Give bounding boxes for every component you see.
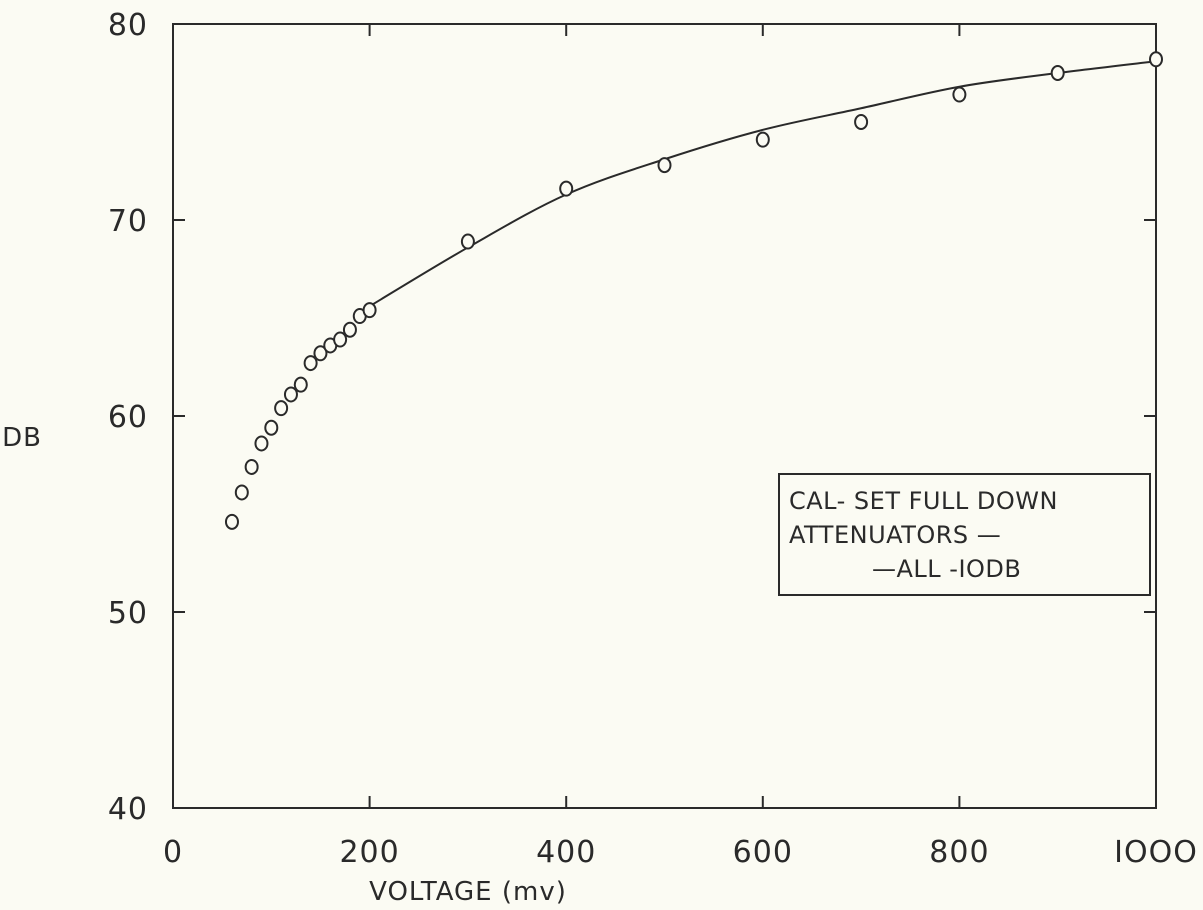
y-tick-label: 50 (108, 596, 148, 631)
data-point (559, 180, 574, 197)
y-tick-label: 40 (108, 792, 148, 827)
data-point (283, 386, 298, 403)
axes (172, 23, 1157, 809)
data-point (1050, 65, 1065, 81)
legend-line-1: CAL- SET FULL DOWN (789, 487, 1058, 515)
x-tick-labels: 0 200 400 600 800 IOOO (163, 835, 1198, 870)
data-point (303, 355, 318, 372)
data-point (333, 331, 348, 348)
data-point (854, 114, 869, 130)
x-tick-label: 0 (163, 835, 183, 870)
legend-line-2: ATTENUATORS — (789, 521, 1001, 549)
data-point (657, 157, 672, 174)
data-point (234, 484, 249, 501)
data-point (460, 233, 475, 250)
data-point (293, 376, 308, 393)
legend-border (778, 473, 1151, 596)
data-point (264, 419, 279, 436)
data-point (362, 302, 377, 319)
y-tick-label: 60 (108, 400, 148, 435)
data-point (313, 345, 328, 362)
data-points (224, 51, 1163, 530)
x-tick-label: 200 (339, 835, 399, 870)
x-tick-label: 600 (733, 835, 793, 870)
x-tick-label: IOOO (1114, 835, 1198, 870)
x-tick-label: 400 (536, 835, 596, 870)
data-point (244, 458, 259, 475)
y-tick-labels: 40 50 60 70 80 (108, 8, 148, 827)
legend-line-3: —ALL -IODB (872, 555, 1021, 583)
x-axis-title: VOLTAGE (mv) (369, 877, 567, 907)
plot-frame (172, 23, 1157, 809)
fit-curve-layer (369, 60, 1157, 308)
y-tick-label: 70 (108, 204, 148, 239)
data-point (224, 513, 239, 530)
legend-box: CAL- SET FULL DOWN ATTENUATORS — —ALL -I… (778, 473, 1151, 596)
data-point (274, 400, 289, 417)
y-tick-label: 80 (108, 8, 148, 43)
x-tick-label: 800 (929, 835, 989, 870)
data-point (1149, 51, 1163, 68)
y-axis-title: DB (2, 423, 42, 453)
fit-curve (369, 60, 1157, 308)
data-point (254, 435, 269, 452)
data-point (952, 86, 967, 103)
data-point (342, 321, 357, 338)
data-point (755, 131, 770, 148)
